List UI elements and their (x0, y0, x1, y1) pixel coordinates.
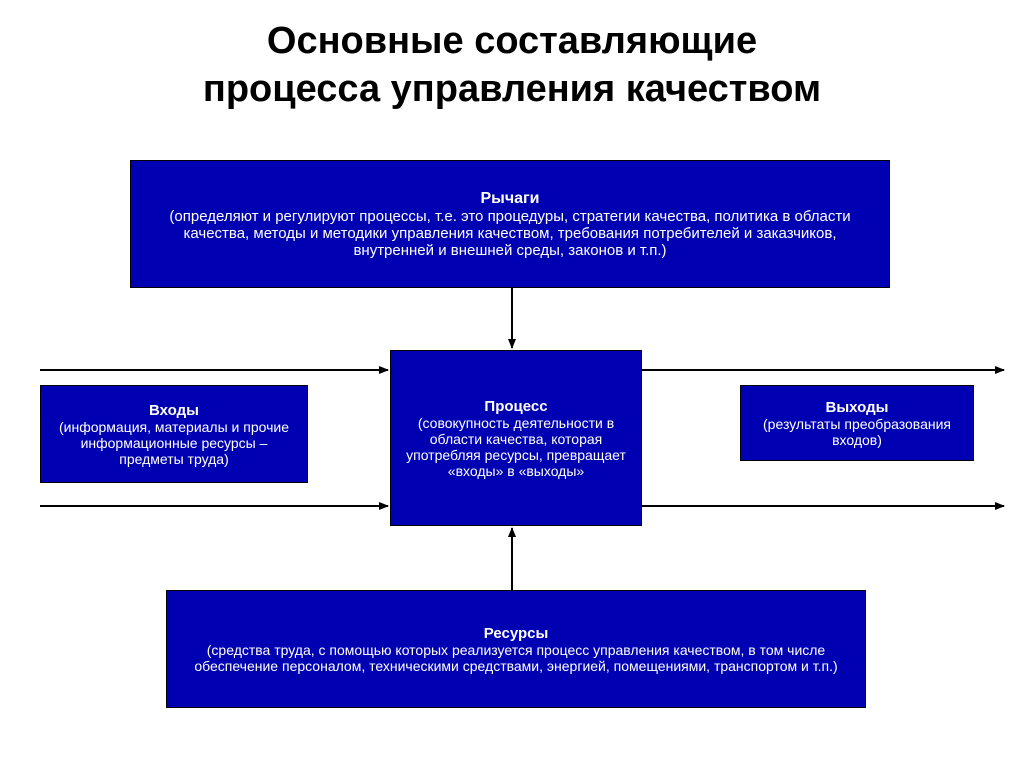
box-inputs-desc: (информация, материалы и прочие информац… (53, 419, 295, 467)
box-process-desc: (совокупность деятельности в области кач… (403, 415, 629, 479)
box-process: Процесс (совокупность деятельности в обл… (390, 350, 642, 526)
box-resources-title: Ресурсы (484, 625, 549, 642)
page-title: Основные составляющие процесса управлени… (0, 0, 1024, 113)
title-line-2: процесса управления качеством (203, 68, 821, 110)
box-levers-desc: (определяют и регулируют процессы, т.е. … (143, 208, 877, 259)
box-process-title: Процесс (484, 398, 547, 415)
box-levers-title: Рычаги (480, 190, 539, 208)
box-inputs-title: Входы (149, 402, 199, 419)
box-resources: Ресурсы (средства труда, с помощью котор… (166, 590, 866, 708)
title-line-1: Основные составляющие (267, 20, 757, 62)
box-outputs: Выходы (результаты преобразования входов… (740, 385, 974, 461)
box-outputs-title: Выходы (826, 399, 889, 416)
box-inputs: Входы (информация, материалы и прочие ин… (40, 385, 308, 483)
box-resources-desc: (средства труда, с помощью которых реали… (179, 642, 853, 674)
box-outputs-desc: (результаты преобразования входов) (753, 416, 961, 448)
box-levers: Рычаги (определяют и регулируют процессы… (130, 160, 890, 288)
